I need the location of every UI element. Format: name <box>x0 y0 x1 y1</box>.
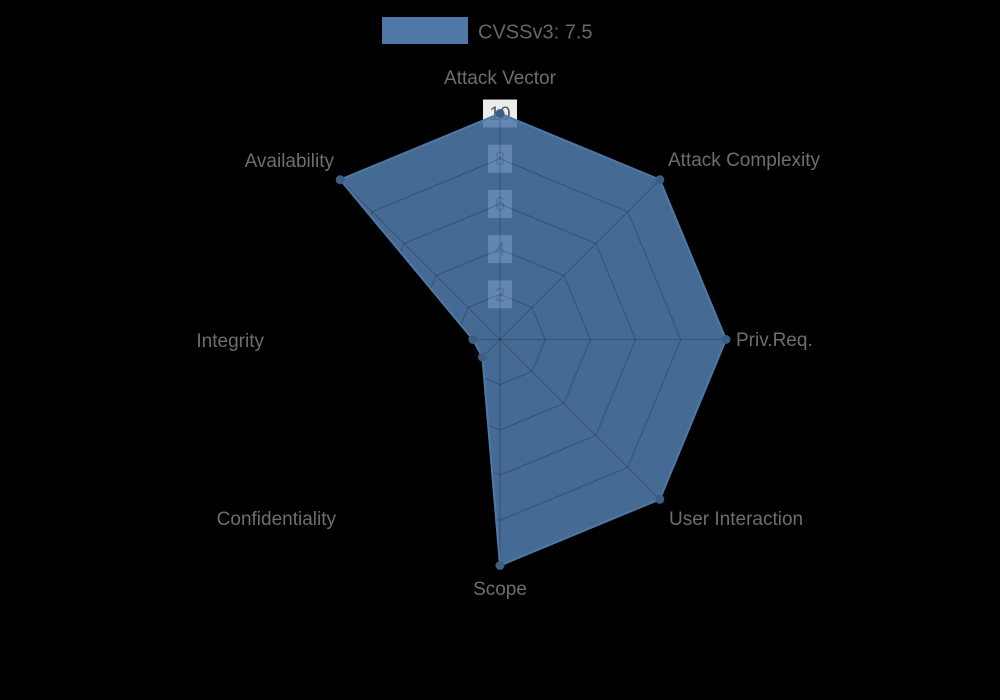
data-point-marker-availability <box>335 175 345 185</box>
axis-label-scope: Scope <box>473 579 527 600</box>
axis-spoke <box>499 179 661 340</box>
grid-ring <box>363 203 637 476</box>
data-point-marker-confidentiality <box>477 352 487 362</box>
axis-spoke <box>339 179 501 340</box>
axis-spoke <box>499 339 661 500</box>
axis-label-availability: Availability <box>245 151 335 172</box>
axis-label-confidentiality: Confidentiality <box>217 509 337 530</box>
legend-swatch[interactable] <box>382 17 468 44</box>
axis-label-attack-vector: Attack Vector <box>444 68 557 89</box>
data-point-marker-scope <box>495 561 505 570</box>
data-point-marker-attack-complexity <box>655 175 665 185</box>
chart-legend[interactable]: CVSSv3: 7.5 <box>382 17 593 44</box>
data-point-markers <box>335 109 731 570</box>
grid-ring <box>318 158 682 521</box>
data-point-marker-integrity <box>468 335 478 344</box>
data-point-marker-attack-vector <box>495 109 505 118</box>
grid-ring <box>408 248 592 431</box>
legend-label[interactable]: CVSSv3: 7.5 <box>478 22 593 44</box>
axis-labels: Attack Vector Attack Complexity Priv.Req. U… <box>196 68 820 600</box>
data-point-marker-user-interaction <box>655 494 665 504</box>
axis-label-priv-req: Priv.Req. <box>736 330 813 351</box>
axis-spoke <box>339 339 501 500</box>
grid-ring <box>454 293 546 386</box>
data-point-marker-priv-req <box>721 335 731 344</box>
data-polygon-fill <box>340 113 726 566</box>
axis-label-user-interaction: User Interaction <box>669 509 803 530</box>
axis-label-attack-complexity: Attack Complexity <box>668 150 821 171</box>
radar-grid <box>273 112 727 567</box>
axis-label-integrity: Integrity <box>196 331 264 352</box>
